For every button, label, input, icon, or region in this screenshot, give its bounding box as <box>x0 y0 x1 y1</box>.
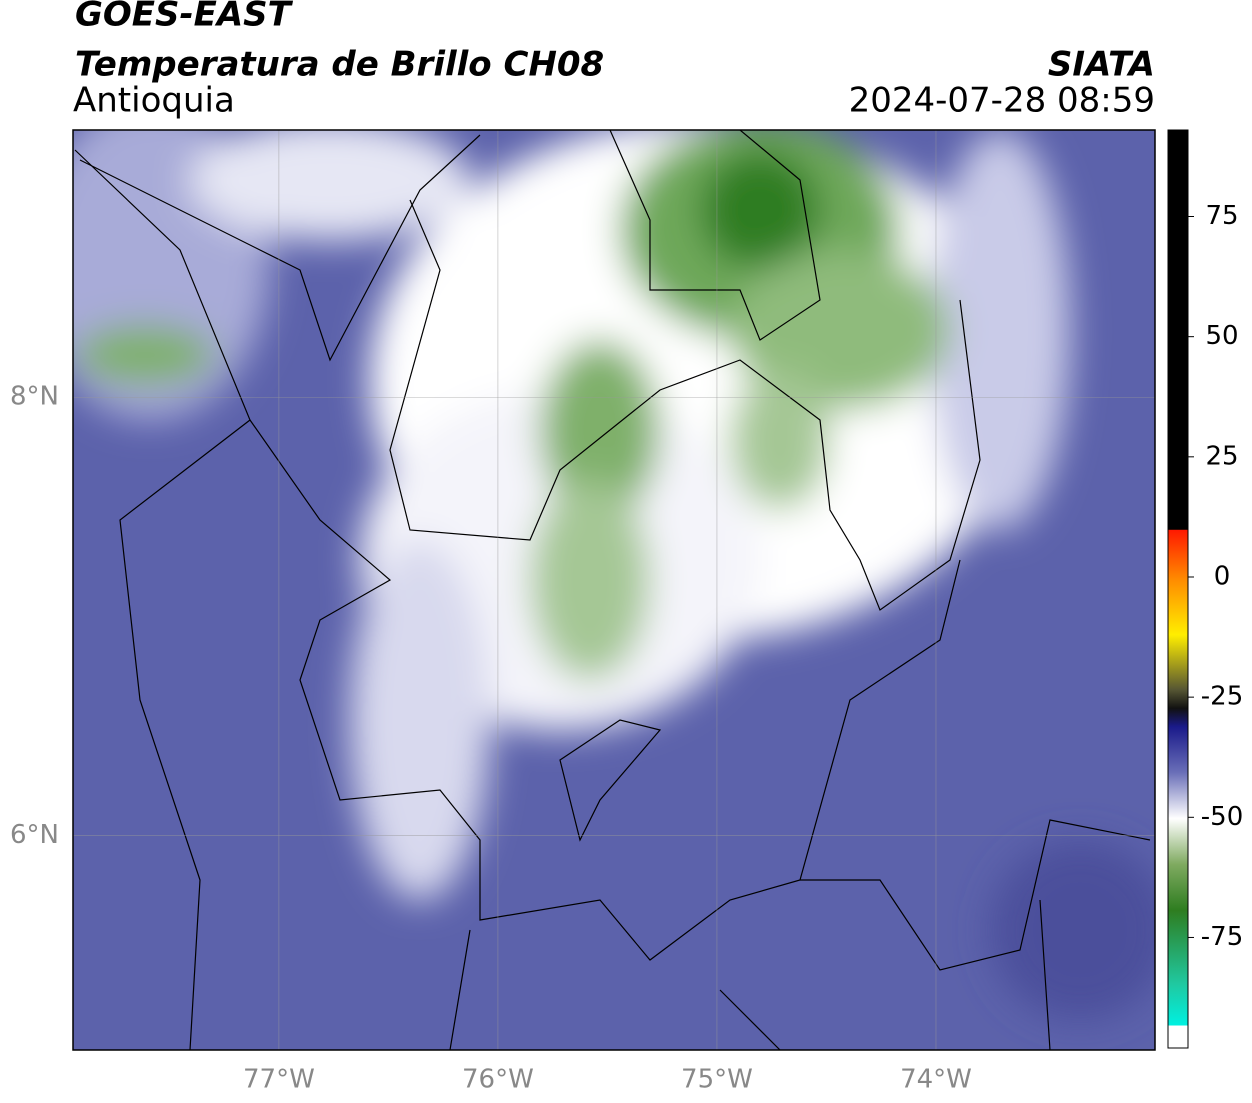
colorbar <box>1167 129 1189 1049</box>
x-tick-label: 77°W <box>243 1065 315 1095</box>
satellite-image <box>73 130 1155 1050</box>
colorbar-tick-label: -25 <box>1201 682 1243 712</box>
region: Antioquia <box>73 81 235 121</box>
colorbar-tick-label: 75 <box>1205 201 1238 231</box>
y-tick-label: 8°N <box>10 382 59 412</box>
source: SIATA <box>1048 45 1155 85</box>
x-tick-label: 75°W <box>681 1065 753 1095</box>
colorbar-tick-label: -50 <box>1201 802 1243 832</box>
map-frame <box>72 129 1156 1051</box>
colorbar-tick-label: 25 <box>1205 441 1238 471</box>
x-tick-label: 76°W <box>462 1065 534 1095</box>
title: GOES-EAST <box>75 0 294 35</box>
x-tick-label: 74°W <box>900 1065 972 1095</box>
colorbar-tick-label: 0 <box>1214 561 1231 591</box>
colorbar-tick-label: 50 <box>1205 321 1238 351</box>
colorbar-tick-label: -75 <box>1201 922 1243 952</box>
y-tick-label: 6°N <box>10 820 59 850</box>
subtitle: Temperatura de Brillo CH08 <box>75 45 604 85</box>
datetime: 2024-07-28 08:59 <box>849 81 1155 121</box>
